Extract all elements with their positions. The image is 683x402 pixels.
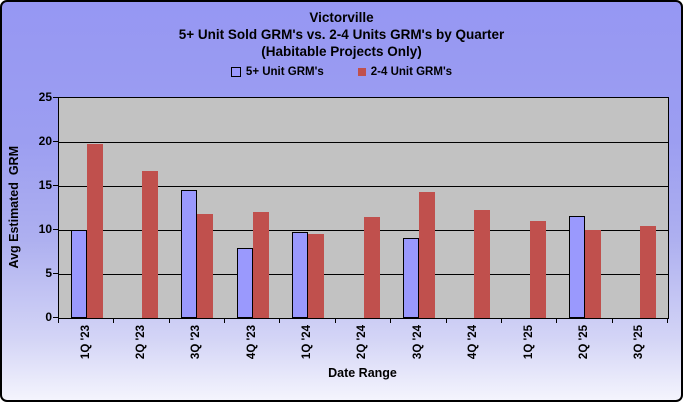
grid-line xyxy=(59,186,668,187)
bar-5plus xyxy=(568,215,585,318)
legend-label-5plus: 5+ Unit GRM's xyxy=(245,66,324,78)
bar-2to4 xyxy=(529,221,546,318)
chart-title: Victorville xyxy=(309,10,374,25)
bar-2to4 xyxy=(308,234,325,318)
y-tick-mark xyxy=(53,273,58,274)
x-tick-mark xyxy=(113,319,115,323)
bar-2to4 xyxy=(363,216,380,318)
x-tick-label: 1Q '25 xyxy=(522,325,535,360)
y-tick-label: 25 xyxy=(38,90,52,104)
y-tick-label: 5 xyxy=(45,266,52,280)
x-tick-label: 3Q '23 xyxy=(190,325,203,360)
x-tick-label: 3Q '24 xyxy=(411,325,424,360)
bar-2to4 xyxy=(197,214,214,318)
y-tick-mark xyxy=(53,185,58,186)
legend: 5+ Unit GRM's 2-4 Unit GRM's xyxy=(2,66,681,78)
x-tick-mark xyxy=(334,319,336,323)
x-tick-label: 1Q '24 xyxy=(301,325,314,360)
bar-2to4 xyxy=(584,230,601,318)
x-tick-label: 2Q '25 xyxy=(577,325,590,360)
bar-2to4 xyxy=(86,143,103,318)
chart-subtitle: 5+ Unit Sold GRM's vs. 2-4 Units GRM's b… xyxy=(178,27,505,42)
x-tick-mark xyxy=(445,319,447,323)
y-axis-title: Avg Estimated GRM xyxy=(7,145,21,269)
x-tick-mark xyxy=(58,319,59,323)
x-tick-mark xyxy=(168,319,170,323)
bar-2to4 xyxy=(142,171,159,318)
bar-2to4 xyxy=(474,209,491,318)
legend-label-2to4: 2-4 Unit GRM's xyxy=(370,66,453,78)
x-tick-mark xyxy=(556,319,558,323)
grid-line xyxy=(59,142,668,143)
legend-swatch-2to4-icon xyxy=(357,68,366,76)
x-tick-label: 1Q '23 xyxy=(79,325,92,360)
bar-2to4 xyxy=(640,225,657,318)
legend-item-2to4: 2-4 Unit GRM's xyxy=(357,66,453,78)
bar-5plus xyxy=(236,248,253,318)
x-tick-label: 3Q '25 xyxy=(633,325,646,360)
plot-area xyxy=(58,97,669,319)
y-tick-mark xyxy=(53,141,58,142)
bar-2to4 xyxy=(252,212,269,318)
chart-subtitle-2: (Habitable Projects Only) xyxy=(261,44,422,59)
bar-5plus xyxy=(70,230,87,318)
bar-5plus xyxy=(402,237,419,318)
y-tick-mark xyxy=(53,229,58,230)
x-tick-label: 2Q '23 xyxy=(135,325,148,360)
x-tick-label: 4Q '24 xyxy=(467,325,480,360)
x-tick-mark xyxy=(390,319,392,323)
bar-5plus xyxy=(292,231,309,318)
y-tick-label: 0 xyxy=(45,310,52,324)
x-tick-mark xyxy=(611,319,613,323)
y-tick-mark xyxy=(53,97,58,98)
x-tick-mark xyxy=(279,319,281,323)
y-tick-label: 15 xyxy=(38,178,52,192)
x-tick-label: 4Q '23 xyxy=(245,325,258,360)
x-tick-label: 2Q '24 xyxy=(356,325,369,360)
y-tick-mark xyxy=(53,317,58,318)
legend-swatch-5plus-icon xyxy=(230,67,241,77)
y-tick-label: 10 xyxy=(38,222,52,236)
x-tick-mark xyxy=(667,319,668,323)
x-axis-title: Date Range xyxy=(328,366,397,380)
bar-2to4 xyxy=(418,192,435,318)
x-tick-mark xyxy=(224,319,226,323)
x-tick-mark xyxy=(500,319,502,323)
y-tick-label: 20 xyxy=(38,134,52,148)
bar-5plus xyxy=(181,190,198,318)
chart-title-block: Victorville 5+ Unit Sold GRM's vs. 2-4 U… xyxy=(2,9,681,60)
legend-item-5plus: 5+ Unit GRM's xyxy=(230,66,324,78)
